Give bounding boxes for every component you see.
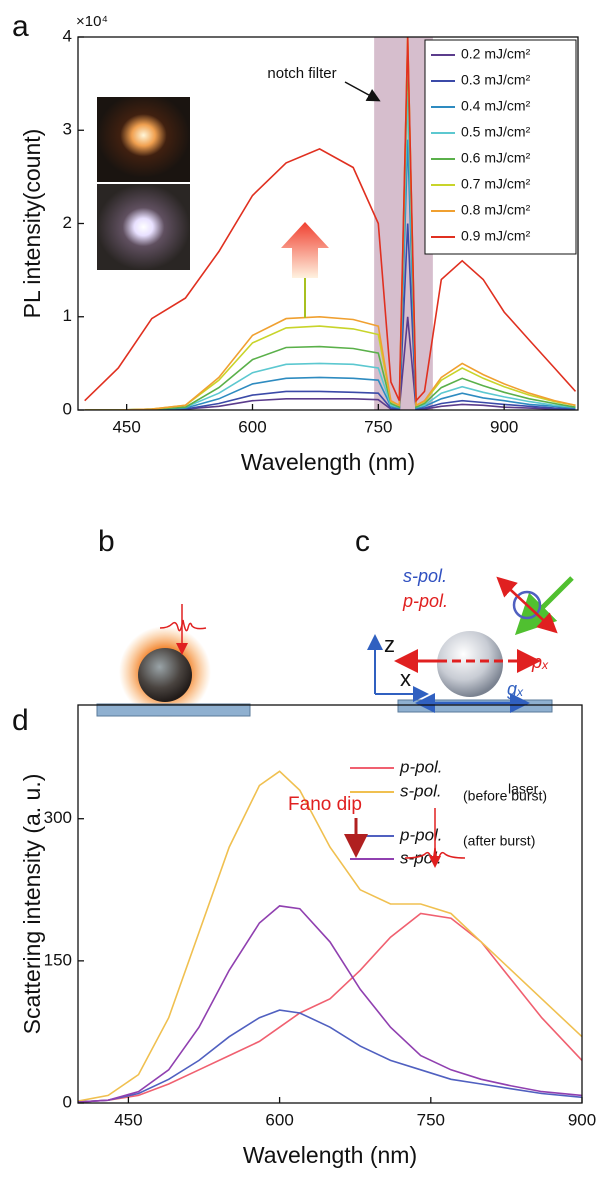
legend-box [424, 39, 577, 255]
panel-d: 0 150 300 450 600 750 900 Wavelength (nm) Scatte… [19, 704, 596, 1168]
series-line [84, 223, 576, 410]
x-axis-label: x [400, 666, 411, 691]
x-tick-label: 900 [490, 417, 518, 436]
legend-label: 0.6 mJ/cm² [461, 150, 531, 166]
legend-label: p-pol. [399, 825, 443, 844]
panel-b-diagram [96, 604, 251, 718]
series-line [84, 36, 576, 410]
x-tick-label: 600 [265, 1110, 293, 1129]
s-pol-label: s-pol. [403, 566, 447, 586]
legend-label: s-pol. [400, 781, 442, 800]
legend-label: 0.9 mJ/cm² [461, 228, 531, 244]
annotation-arrow [344, 81, 381, 102]
z-axis-label: z [384, 632, 395, 657]
series-line [84, 36, 577, 403]
x-tick-label: 900 [568, 1110, 596, 1129]
y-tick-label: 3 [63, 120, 72, 139]
plot-frame [77, 704, 583, 1104]
legend-label: p-pol. [399, 757, 443, 776]
series-line [78, 905, 582, 1103]
legend-label: 0.8 mJ/cm² [461, 202, 531, 218]
legend-group: (before burst) [463, 788, 547, 804]
panel-a: 0 1 2 3 4 450 600 750 900 Wavelength (nm) PL inten… [19, 13, 579, 475]
y-tick-label: 4 [63, 26, 72, 45]
legend-label: 0.3 mJ/cm² [461, 72, 531, 88]
annotation: Fano dip [288, 794, 362, 815]
panel-label: c [355, 525, 370, 558]
y-tick-label: 0 [63, 399, 72, 418]
power-arrow [281, 222, 329, 318]
legend-label: 0.2 mJ/cm² [461, 46, 531, 62]
px-label: pₓ [531, 652, 549, 672]
panel-label: d [12, 704, 29, 737]
x-tick-label: 750 [417, 1110, 445, 1129]
y-tick-label: 150 [44, 950, 72, 969]
panel-c-diagram [367, 576, 574, 713]
x-axis-label: Wavelength (nm) [241, 449, 415, 475]
annotation: notch filter [267, 65, 336, 82]
inset-images [97, 97, 190, 270]
y-axis-label: Scattering intensity (a. u.) [19, 774, 45, 1035]
p-pol-label: p-pol. [402, 591, 448, 611]
y-tick-label: 0 [63, 1092, 72, 1111]
y-tick-label: 2 [63, 213, 72, 232]
x-tick-label: 450 [112, 417, 140, 436]
y-axis-label: PL intensity(count) [19, 129, 45, 319]
x-tick-label: 450 [114, 1110, 142, 1129]
gx-label: gₓ [507, 679, 524, 699]
laser-pulse [404, 808, 466, 868]
legend-label: 0.5 mJ/cm² [461, 124, 531, 140]
y-tick-label: 1 [63, 306, 72, 325]
legend-label: 0.7 mJ/cm² [461, 176, 531, 192]
y-scale-label: ×10⁴ [76, 13, 108, 30]
series-line [84, 55, 576, 410]
legend-group: (after burst) [463, 833, 535, 849]
series-line [78, 770, 582, 1102]
series-line [84, 92, 576, 410]
panel-label: b [98, 525, 115, 558]
x-tick-label: 600 [238, 417, 266, 436]
series-line [78, 1009, 582, 1103]
y-tick-label: 300 [44, 808, 72, 827]
x-tick-label: 750 [364, 417, 392, 436]
legend-label: 0.4 mJ/cm² [461, 98, 531, 114]
series-line [84, 139, 576, 410]
x-axis-label: Wavelength (nm) [243, 1142, 417, 1168]
series-line [78, 912, 582, 1103]
panel-label: a [12, 10, 29, 43]
annotation: laser [508, 781, 539, 797]
